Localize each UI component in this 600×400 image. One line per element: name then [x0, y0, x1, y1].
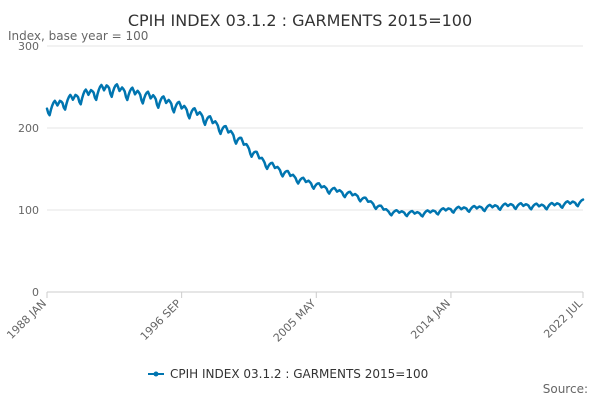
y-tick-label: 200	[18, 122, 39, 135]
x-tick-label: 2005 MAY	[271, 297, 319, 345]
x-tick-label: 1996 SEP	[138, 297, 184, 343]
series-group	[45, 83, 585, 218]
y-tick-label: 300	[18, 40, 39, 53]
y-tick-label: 0	[32, 286, 39, 299]
y-tick-label: 100	[18, 204, 39, 217]
chart-title: CPIH INDEX 03.1.2 : GARMENTS 2015=100	[128, 11, 472, 30]
x-tick-label: 2022 JUL	[541, 296, 585, 340]
legend-dot-marker	[153, 371, 159, 377]
grid	[47, 45, 583, 293]
chart-subtitle: Index, base year = 100	[8, 29, 148, 43]
source-label: Source:	[543, 382, 588, 396]
series-line[interactable]	[45, 83, 585, 218]
axes: 0 100 200 300 1988 JAN 1996 SEP 2005 MAY 2014 J…	[4, 40, 585, 345]
legend-label: CPIH INDEX 03.1.2 : GARMENTS 2015=100	[170, 367, 428, 381]
x-tick-label: 1988 JAN	[4, 297, 49, 342]
x-tick-label: 2014 JAN	[408, 297, 453, 342]
legend[interactable]: CPIH INDEX 03.1.2 : GARMENTS 2015=100	[148, 367, 428, 381]
